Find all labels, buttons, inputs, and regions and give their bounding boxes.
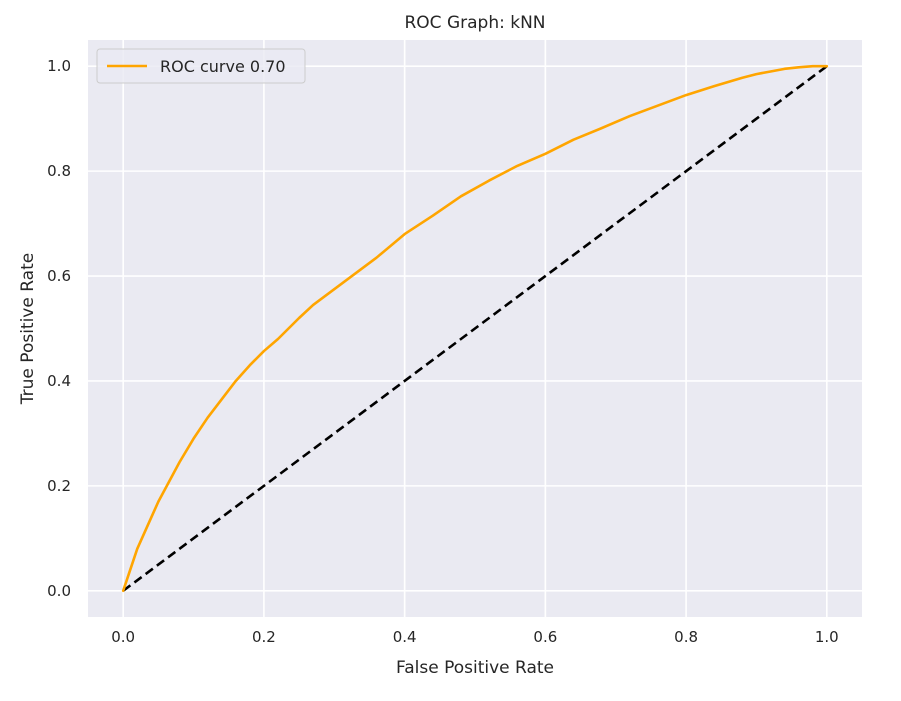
- y-tick-label: 0.8: [47, 162, 71, 180]
- legend-box: [96, 48, 306, 84]
- y-axis-label: True Positive Rate: [18, 253, 38, 405]
- x-tick-label: 0.6: [533, 628, 557, 646]
- y-tick-label: 0.0: [47, 582, 71, 600]
- series-lines: [121, 64, 829, 593]
- roc-curve-line: [121, 64, 829, 593]
- x-tick-label: 0.4: [393, 628, 417, 646]
- y-tick-label: 0.2: [47, 477, 71, 495]
- tick-labels: 0.0 0.2 0.4 0.6 0.8 1.0 0.0 0.2 0.4 0.6 0.8 1.0: [47, 57, 839, 646]
- legend-label: ROC curve 0.70: [160, 57, 286, 76]
- y-tick-label: 0.6: [47, 267, 71, 285]
- x-tick-label: 0.8: [674, 628, 698, 646]
- x-axis-label: False Positive Rate: [396, 658, 554, 678]
- grid-lines: [88, 40, 862, 617]
- legend: ROC curve 0.70: [96, 48, 306, 84]
- chart-title: ROC Graph: kNN: [404, 13, 545, 33]
- x-tick-label: 1.0: [815, 628, 839, 646]
- y-tick-label: 1.0: [47, 57, 71, 75]
- x-tick-label: 0.0: [111, 628, 135, 646]
- x-tick-label: 0.2: [252, 628, 276, 646]
- y-tick-label: 0.4: [47, 372, 71, 390]
- chance-diagonal-line: [122, 65, 828, 592]
